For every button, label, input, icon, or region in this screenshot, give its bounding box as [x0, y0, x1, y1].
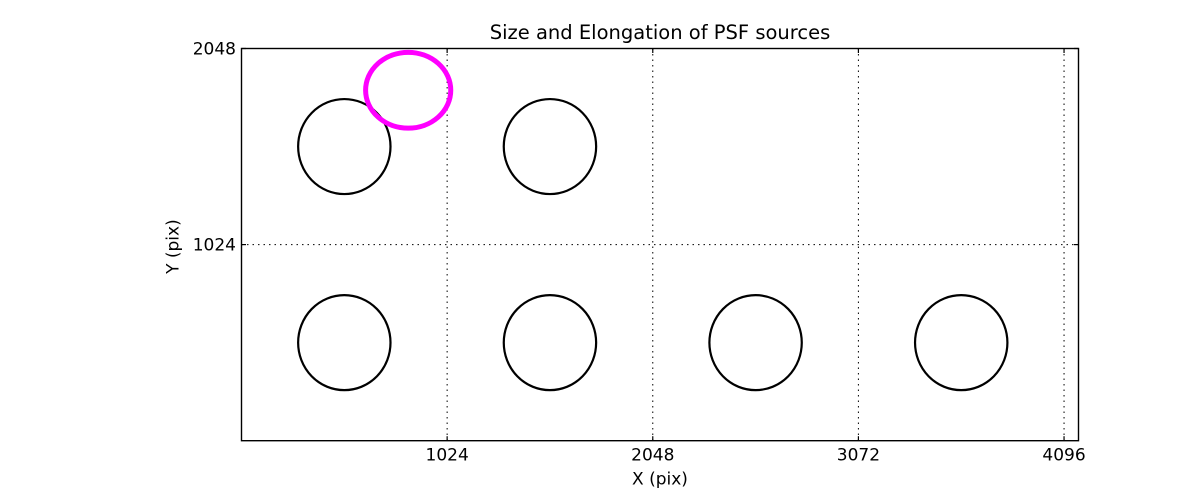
x-tick-label: 3072	[837, 446, 880, 466]
psf-source-ellipse	[913, 294, 1009, 392]
tick-labels: 1024 2048 3072 4096 1024 2048	[193, 40, 1086, 466]
plot-title: Size and Elongation of PSF sources	[490, 21, 830, 44]
psf-source-ellipse	[297, 294, 392, 392]
x-tick-label: 1024	[426, 446, 469, 466]
psf-source-ellipse	[502, 97, 598, 196]
x-tick-label: 4096	[1042, 446, 1085, 466]
psf-source-ellipse	[297, 97, 392, 196]
plot-border	[240, 47, 1080, 442]
x-tick-label: 2048	[631, 446, 674, 466]
y-tick-label: 2048	[193, 40, 236, 60]
y-axis-label: Y (pix)	[164, 219, 184, 275]
flagged-source-ellipse	[363, 49, 454, 131]
y-tick-label: 1024	[193, 236, 236, 256]
x-axis-label: X (pix)	[632, 470, 688, 490]
psf-source-ellipse	[708, 294, 803, 392]
source-ellipses	[297, 49, 1009, 392]
psf-source-ellipse	[502, 294, 598, 392]
gridlines	[241, 48, 1079, 441]
